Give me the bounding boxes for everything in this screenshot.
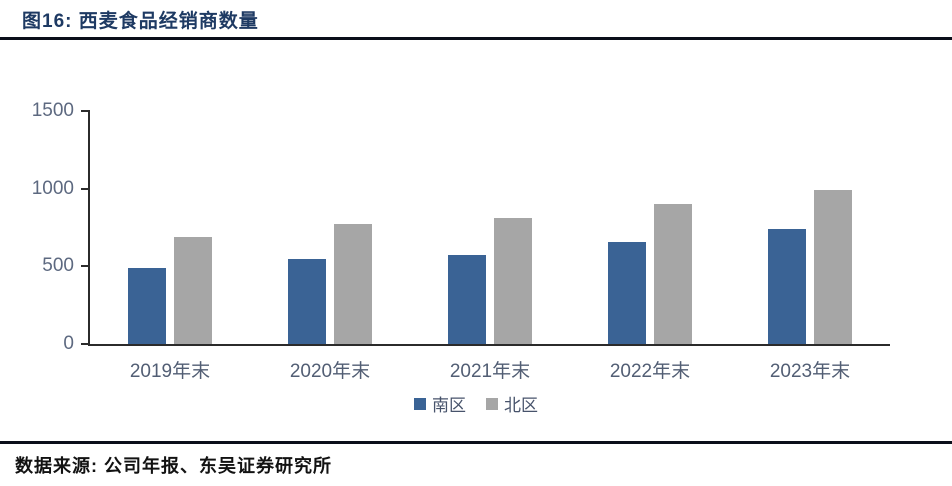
y-tick-label: 0 xyxy=(63,333,74,354)
y-tick-label: 500 xyxy=(42,255,74,277)
bar-north-2020年末 xyxy=(334,224,372,344)
legend-label-north: 北区 xyxy=(504,396,538,415)
bar-south-2021年末 xyxy=(448,255,486,344)
x-axis-label: 2021年末 xyxy=(449,361,531,382)
bar-south-2020年末 xyxy=(288,259,326,344)
bar-chart: 0 500 1000 1500 2019年末 2020年末 2021年末 2022年末 2023… xyxy=(31,100,890,382)
bar-south-2023年末 xyxy=(768,229,806,344)
y-tick-label: 1000 xyxy=(31,177,74,199)
legend-label-south: 南区 xyxy=(432,396,466,415)
title-divider xyxy=(0,37,952,40)
y-axis-tick xyxy=(81,265,88,268)
y-axis-tick xyxy=(81,187,88,190)
x-axis-label: 2020年末 xyxy=(289,361,371,382)
y-axis-tick xyxy=(81,343,88,345)
bar-north-2022年末 xyxy=(654,204,692,344)
legend-item-north: 北区 xyxy=(486,391,538,416)
x-axis-label: 2019年末 xyxy=(129,361,211,382)
bar-south-2022年末 xyxy=(608,242,646,344)
figure-title: 图16: 西麦食品经销商数量 xyxy=(22,11,259,32)
y-axis-line xyxy=(88,110,90,346)
data-source: 数据来源: 公司年报、东吴证券研究所 xyxy=(15,456,332,476)
bar-north-2019年末 xyxy=(174,236,212,344)
bar-north-2023年末 xyxy=(814,190,852,344)
x-axis-label: 2022年末 xyxy=(609,361,691,382)
x-axis-label: 2023年末 xyxy=(769,361,851,382)
x-axis-line xyxy=(88,344,890,346)
chart-legend: 南区 北区 xyxy=(0,391,952,416)
north-series-swatch xyxy=(486,397,498,410)
footer-divider xyxy=(0,441,952,444)
y-tick-label: 1500 xyxy=(31,100,74,121)
y-axis-tick xyxy=(81,110,88,112)
legend-item-south: 南区 xyxy=(414,391,466,416)
bar-south-2019年末 xyxy=(128,267,166,344)
bar-north-2021年末 xyxy=(494,218,532,344)
south-series-swatch xyxy=(414,397,426,410)
